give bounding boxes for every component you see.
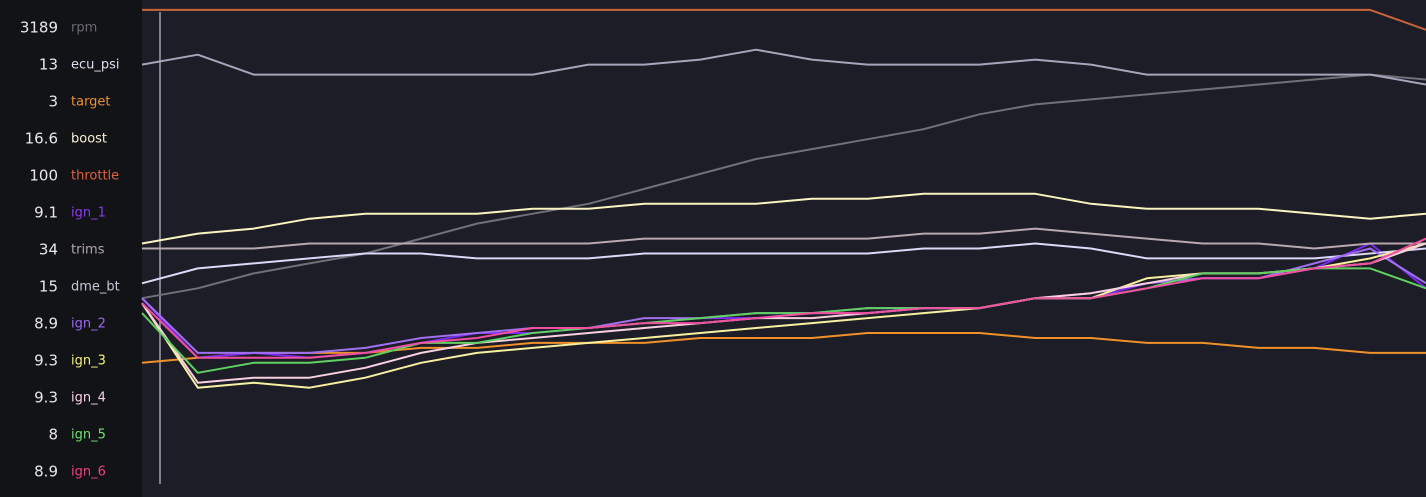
plot-area — [142, 0, 1426, 497]
channel-row[interactable]: 15 dme_bt — [39, 278, 120, 296]
series-line — [141, 242, 1426, 285]
channel-name: rpm — [71, 21, 97, 36]
channel-value: 16.6 — [25, 130, 58, 148]
channel-row[interactable]: 3 target — [48, 93, 110, 111]
channel-row[interactable]: 13 ecu_psi — [39, 56, 120, 74]
series-line — [142, 227, 1426, 250]
channel-row[interactable]: 9.1 ign_1 — [34, 204, 106, 222]
channel-panel — [0, 0, 142, 497]
channel-row[interactable]: 8 ign_5 — [48, 426, 105, 444]
series-line — [142, 8, 1426, 31]
channel-row[interactable]: 9.3 ign_4 — [34, 389, 106, 407]
channel-value: 3 — [48, 93, 58, 111]
channel-value: 13 — [39, 56, 58, 74]
channel-list: 3189 rpm 13 ecu_psi 3 target 16.6 boost 100 throt… — [20, 19, 120, 481]
channel-name: ign_5 — [71, 428, 106, 443]
channel-value: 100 — [29, 167, 58, 185]
channel-name: ign_6 — [71, 465, 106, 480]
lines — [141, 8, 1426, 389]
channel-name: ign_2 — [71, 317, 106, 332]
channel-row[interactable]: 16.6 boost — [25, 130, 107, 148]
channel-value: 3189 — [20, 19, 58, 37]
channel-name: throttle — [71, 169, 119, 184]
channel-name: ign_1 — [71, 206, 106, 221]
channel-value: 9.3 — [34, 389, 58, 407]
channel-row[interactable]: 8.9 ign_2 — [34, 315, 106, 333]
channel-row[interactable]: 3189 rpm — [20, 19, 97, 37]
channel-value: 9.3 — [34, 352, 58, 370]
channel-value: 8.9 — [34, 463, 58, 481]
channel-value: 8.9 — [34, 315, 58, 333]
channel-name: ecu_psi — [71, 58, 120, 73]
channel-row[interactable]: 100 throttle — [29, 167, 119, 185]
channel-value: 34 — [39, 241, 58, 259]
channel-name: ign_4 — [71, 391, 106, 406]
series-line — [141, 237, 1426, 359]
channel-value: 8 — [48, 426, 58, 444]
channel-name: target — [71, 95, 111, 110]
channel-name: dme_bt — [71, 280, 120, 295]
series-line — [141, 192, 1426, 245]
channel-value: 15 — [39, 278, 58, 296]
series-line — [141, 267, 1426, 374]
channel-name: ign_3 — [71, 354, 106, 369]
channel-name: trims — [71, 243, 105, 258]
channel-row[interactable]: 34 trims — [39, 241, 105, 259]
series-line — [141, 48, 1426, 86]
channel-row[interactable]: 9.3 ign_3 — [34, 352, 106, 370]
channel-row[interactable]: 8.9 ign_6 — [34, 463, 106, 481]
channel-value: 9.1 — [34, 204, 58, 222]
channel-name: boost — [71, 132, 107, 147]
